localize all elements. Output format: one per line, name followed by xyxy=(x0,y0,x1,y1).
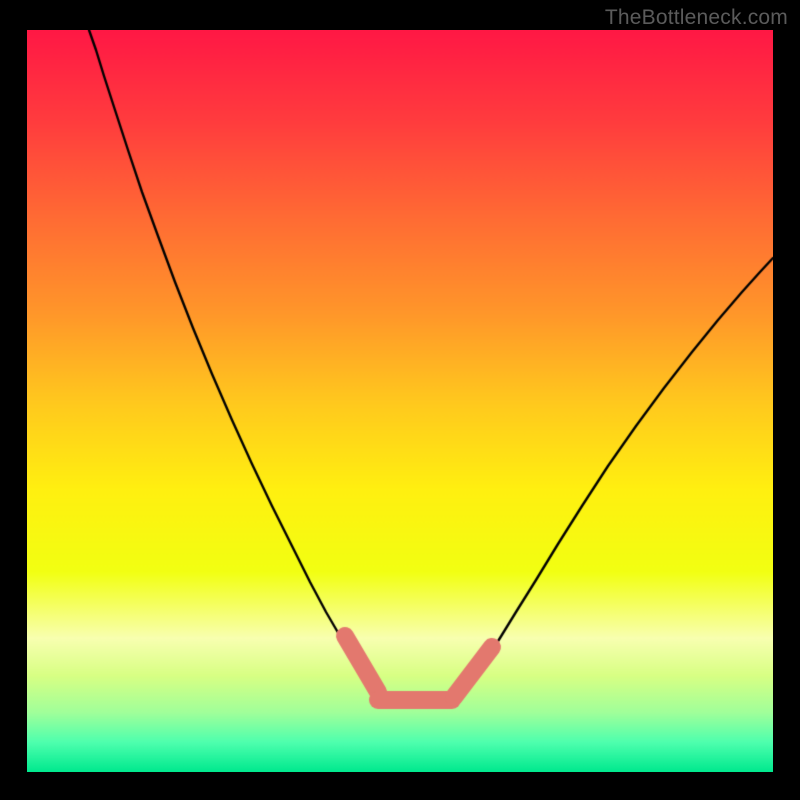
watermark-text: TheBottleneck.com xyxy=(605,6,788,30)
bottleneck-curve xyxy=(0,0,800,800)
